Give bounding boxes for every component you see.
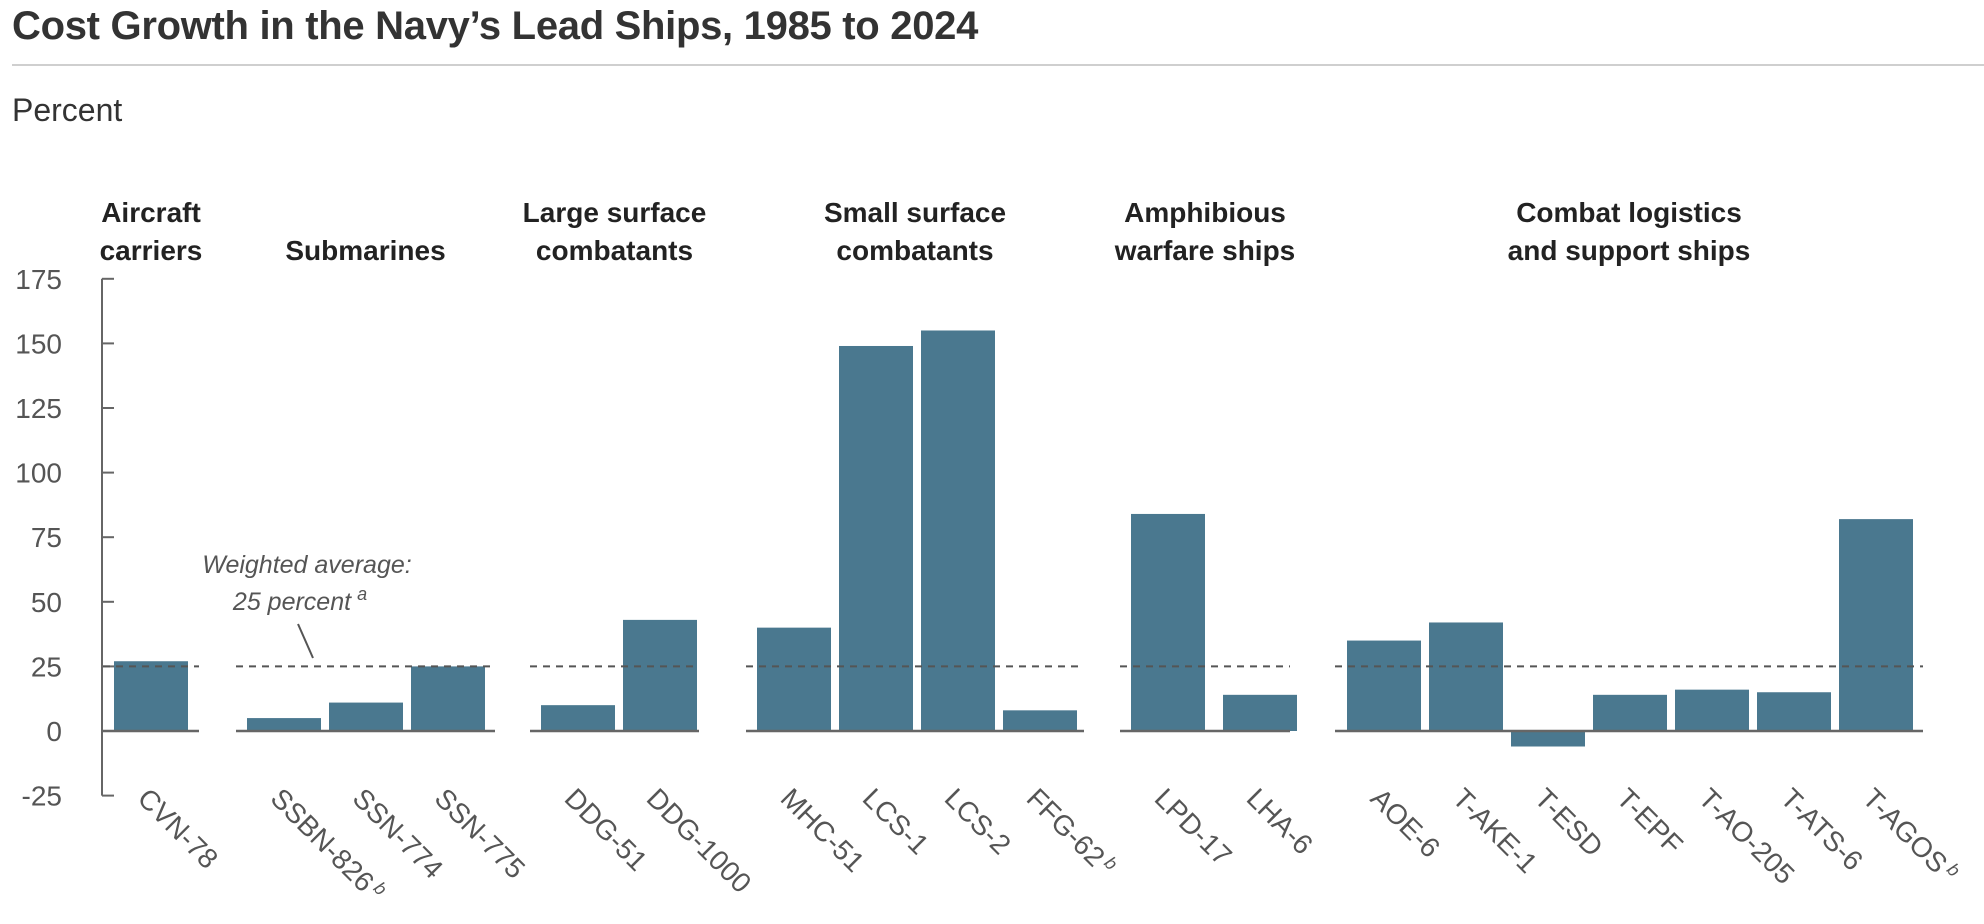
group-label: warfare ships xyxy=(1114,235,1296,266)
footnote-marker: a xyxy=(357,584,367,604)
y-tick-label: 50 xyxy=(31,587,62,618)
y-tick-label: 175 xyxy=(15,264,62,295)
bar-t-esd xyxy=(1511,731,1585,747)
group-label: carriers xyxy=(100,235,203,266)
group-label: combatants xyxy=(836,235,993,266)
footnote-marker: b xyxy=(1943,859,1964,880)
bar-mhc-51 xyxy=(757,627,831,731)
footnote-marker: b xyxy=(370,878,391,899)
footnote-marker: b xyxy=(1100,853,1121,874)
bar-lcs-1 xyxy=(839,345,913,731)
category-label: T-EPF xyxy=(1611,782,1689,860)
y-tick-label: 150 xyxy=(15,328,62,359)
y-tick-label: -25 xyxy=(22,781,62,812)
group-label: Aircraft xyxy=(101,197,201,228)
category-label: LCS-2 xyxy=(939,782,1017,860)
annotation-weighted-average: Weighted average: xyxy=(202,551,411,579)
category-label: CVN-78 xyxy=(132,782,224,874)
y-tick-label: 75 xyxy=(31,522,62,553)
category-label: LPD-17 xyxy=(1149,782,1238,871)
bar-t-agos xyxy=(1839,519,1913,731)
annotation-leader-line xyxy=(297,623,314,659)
bar-ddg-1000 xyxy=(623,619,697,731)
bar-t-epf xyxy=(1593,694,1667,731)
category-label: LHA-6 xyxy=(1241,782,1319,860)
category-label: T-ESD xyxy=(1529,782,1609,862)
group-label: and support ships xyxy=(1508,235,1751,266)
category-label: SSN-775 xyxy=(429,782,531,884)
group-label: Amphibious xyxy=(1124,197,1286,228)
group-label: Combat logistics xyxy=(1516,197,1742,228)
bar-lha-6 xyxy=(1223,694,1297,731)
bar-ssn-775 xyxy=(411,666,485,731)
y-tick-label: 125 xyxy=(15,393,62,424)
y-unit-label: Percent xyxy=(12,92,123,128)
y-tick-label: 25 xyxy=(31,651,62,682)
category-label: DDG-51 xyxy=(559,782,654,877)
bar-ffg-62 xyxy=(1003,710,1077,731)
bar-lpd-17 xyxy=(1131,513,1205,731)
bar-ddg-51 xyxy=(541,705,615,731)
y-tick-label: 0 xyxy=(46,716,62,747)
group-label: Small surface xyxy=(824,197,1006,228)
group-label: combatants xyxy=(536,235,693,266)
bar-lcs-2 xyxy=(921,330,995,731)
bar-aoe-6 xyxy=(1347,640,1421,731)
title-divider xyxy=(12,64,1984,66)
group-label: Large surface xyxy=(523,197,707,228)
category-label: LCS-1 xyxy=(857,782,935,860)
category-label: T-AKE-1 xyxy=(1447,782,1544,879)
category-label: T-AGOSb xyxy=(1857,782,1964,889)
category-label: DDG-1000 xyxy=(641,782,758,899)
annotation-percent: 25 percent a xyxy=(232,584,367,616)
y-tick-label: 100 xyxy=(15,458,62,489)
bar-cvn-78 xyxy=(114,661,188,731)
bar-t-ats-6 xyxy=(1757,692,1831,731)
bar-ssn-774 xyxy=(329,702,403,731)
chart-title: Cost Growth in the Navy’s Lead Ships, 19… xyxy=(12,4,979,48)
group-label: Submarines xyxy=(285,235,445,266)
category-label: AOE-6 xyxy=(1365,782,1446,863)
bar-t-ake-1 xyxy=(1429,622,1503,731)
category-label: MHC-51 xyxy=(775,782,871,878)
bar-ssbn-826 xyxy=(247,718,321,731)
bar-t-ao-205 xyxy=(1675,689,1749,731)
category-label: FFG-62b xyxy=(1021,782,1122,883)
